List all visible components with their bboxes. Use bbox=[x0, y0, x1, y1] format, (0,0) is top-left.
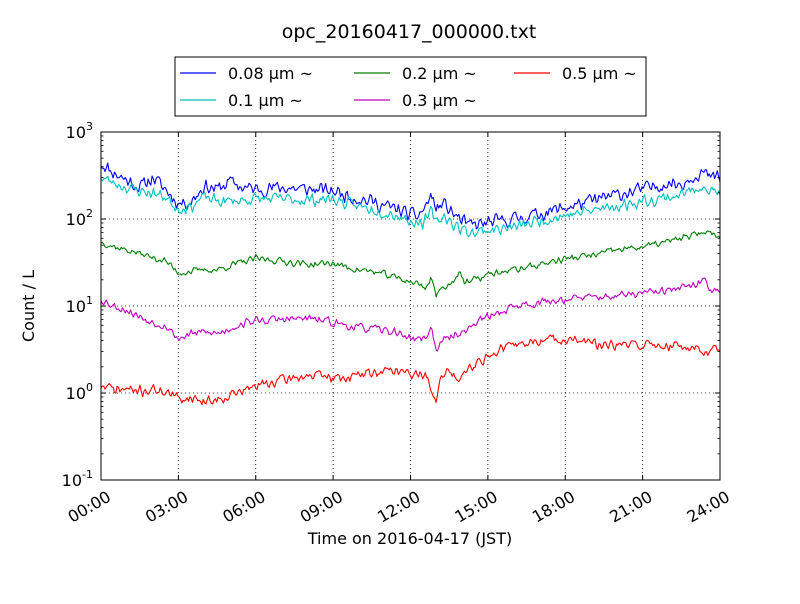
series-line-4 bbox=[100, 334, 721, 406]
y-tick-label: 10-1 bbox=[62, 468, 93, 490]
y-axis-label: Count / L bbox=[19, 270, 38, 342]
chart-title: opc_20160417_000000.txt bbox=[282, 21, 537, 43]
series-line-1 bbox=[100, 175, 721, 238]
legend-label-1: 0.1 μm ~ bbox=[228, 91, 303, 110]
series-line-0 bbox=[100, 162, 721, 230]
series-line-2 bbox=[100, 230, 721, 298]
x-tick-label: 12:00 bbox=[374, 487, 423, 527]
x-tick-label: 06:00 bbox=[219, 487, 268, 527]
x-tick-labels: 00:00 03:00 06:00 09:00 12:00 15:00 18:00 21:00… bbox=[65, 487, 733, 527]
legend: 0.08 μm ~ 0.1 μm ~ 0.2 μm ~ 0.3 μm ~ 0.5 μm … bbox=[174, 56, 647, 117]
grid-lines bbox=[101, 132, 720, 480]
y-tick-label: 102 bbox=[66, 207, 93, 229]
series-line-3 bbox=[100, 277, 721, 352]
legend-label-0: 0.08 μm ~ bbox=[228, 64, 313, 83]
x-tick-label: 00:00 bbox=[65, 487, 114, 527]
y-tick-label: 101 bbox=[66, 294, 93, 316]
legend-label-2: 0.2 μm ~ bbox=[402, 64, 477, 83]
x-tick-label: 21:00 bbox=[606, 487, 655, 527]
x-tick-label: 18:00 bbox=[529, 487, 578, 527]
legend-label-4: 0.5 μm ~ bbox=[562, 64, 637, 83]
x-tick-label: 03:00 bbox=[142, 487, 191, 527]
series-lines bbox=[100, 162, 721, 406]
y-tick-label: 103 bbox=[66, 120, 93, 142]
y-tick-labels: 10-1 100 101 102 103 bbox=[62, 120, 93, 490]
x-axis-label: Time on 2016-04-17 (JST) bbox=[307, 529, 512, 548]
y-tick-label: 100 bbox=[66, 381, 93, 403]
x-tick-label: 09:00 bbox=[297, 487, 346, 527]
axis-ticks bbox=[100, 131, 721, 481]
legend-box bbox=[174, 56, 647, 117]
x-tick-label: 24:00 bbox=[684, 487, 733, 527]
x-tick-label: 15:00 bbox=[451, 487, 500, 527]
legend-label-3: 0.3 μm ~ bbox=[402, 91, 477, 110]
